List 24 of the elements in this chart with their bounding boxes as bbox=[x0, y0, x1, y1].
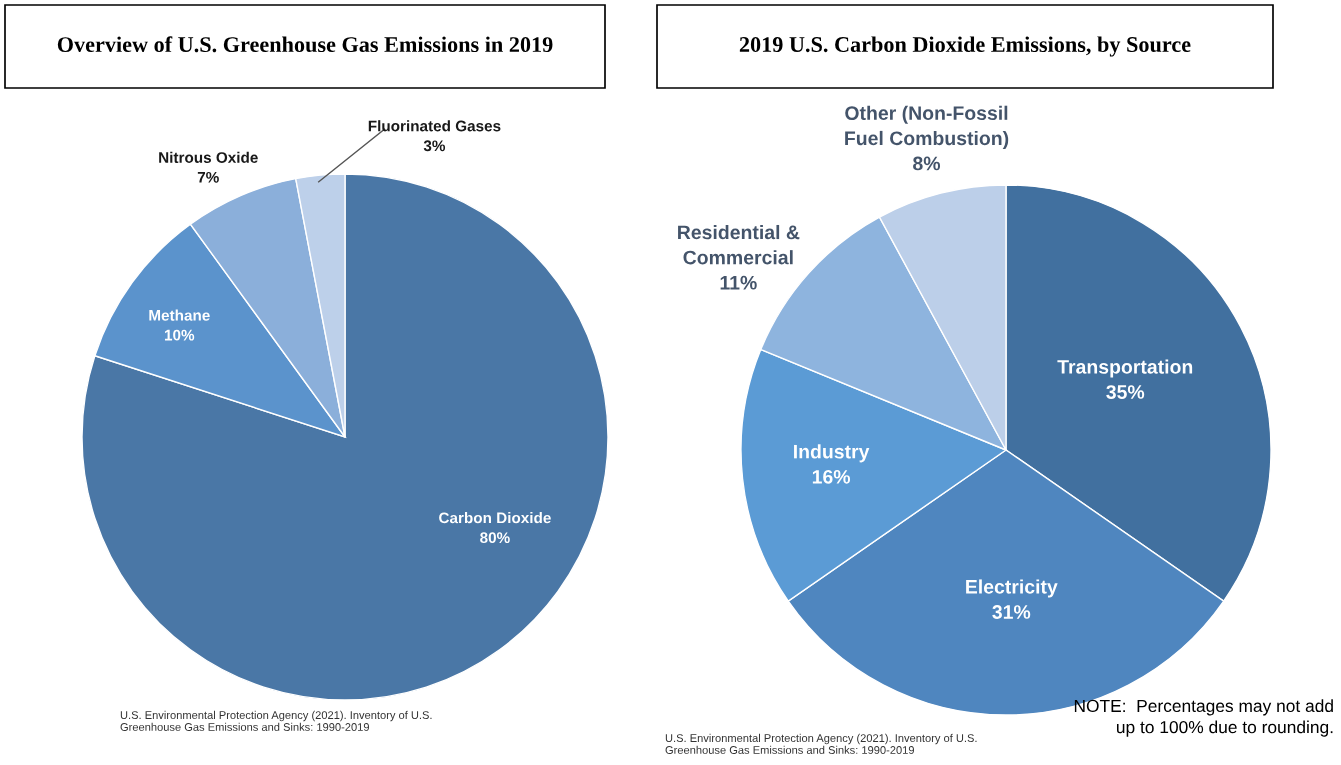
data-label: 3% bbox=[423, 140, 446, 152]
data-label: 80% bbox=[480, 532, 510, 544]
data-label: 10% bbox=[164, 329, 195, 341]
slice-label: Other (Non-Fossil Fuel Combustion) bbox=[845, 105, 1009, 150]
slice-label: Transportation bbox=[1057, 359, 1193, 378]
slice-label: Methane bbox=[149, 309, 210, 321]
chart-title: Overview of U.S. Greenhouse Gas Emissions in 2019 bbox=[57, 36, 553, 53]
slice-label: Industry bbox=[794, 444, 870, 463]
data-label: 16% bbox=[812, 469, 851, 484]
data-label: 8% bbox=[913, 156, 941, 171]
slice-label: Nitrous Oxide bbox=[159, 151, 258, 163]
text: U.S. Environmental Protection Agency (2021). Inventory of U.S. Greenhouse Gas Emissions and Sinks: 1990-2019 bbox=[120, 710, 432, 731]
chart-title: 2019 U.S. Carbon Dioxide Emissions, by Source bbox=[739, 36, 1191, 57]
data-label: 7% bbox=[197, 171, 219, 183]
pie-slice bbox=[81, 173, 609, 701]
slice-label: Electricity bbox=[966, 579, 1058, 598]
text: NOTE: Percentages may not add up to 100% due to rounding. bbox=[1074, 699, 1333, 737]
slice-label: Carbon Dioxide bbox=[439, 512, 551, 524]
data-label: 11% bbox=[720, 275, 757, 290]
data-label: 35% bbox=[1106, 385, 1145, 399]
data-label: 31% bbox=[992, 605, 1031, 619]
text: U.S. Environmental Protection Agency (2021). Inventory of U.S. Greenhouse Gas Emissions and Sinks: 1990-2019 bbox=[665, 733, 977, 754]
slice-label: Residential & Commercial bbox=[678, 224, 800, 265]
slice-label: Fluorinated Gases bbox=[368, 120, 501, 132]
